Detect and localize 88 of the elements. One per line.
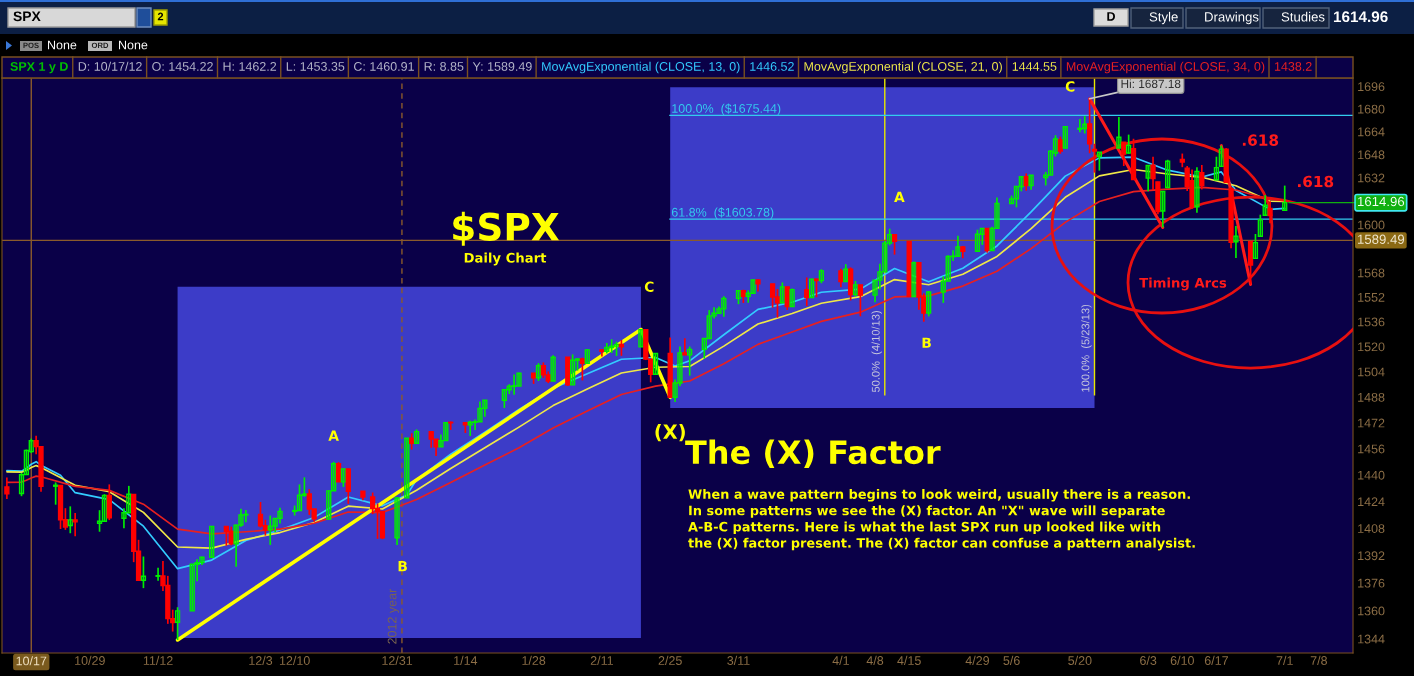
text: $SPX (453, 211, 559, 246)
x-tick-label: 7/8 (1310, 655, 1327, 665)
x-tick-label: 5/20 (1068, 655, 1092, 665)
annotation: .618 (1297, 175, 1334, 188)
annotation: Hi: 1687.18 (1121, 79, 1181, 89)
y-tick-label: 1392 (1358, 551, 1385, 561)
y-tick-label: 1472 (1358, 418, 1385, 428)
text: C: 1460.91 (354, 62, 414, 71)
text: Style (1149, 11, 1178, 25)
y-tick-label: 1344 (1358, 634, 1385, 644)
x-tick-label: 10/29 (75, 655, 105, 665)
text: SPX (13, 11, 41, 22)
x-tick-label: 4/15 (897, 655, 921, 665)
text: Daily Chart (464, 252, 547, 266)
x-tick-label: 6/10 (1170, 655, 1194, 665)
y-tick-label: 1424 (1358, 497, 1385, 507)
x-tick-label: 2/11 (590, 655, 613, 665)
x-tick-label: 3/11 (727, 655, 750, 665)
annotation: .618 (1242, 134, 1279, 146)
x-tick-label: 1/28 (522, 655, 546, 665)
text: 1446.52 (750, 62, 794, 71)
annotation: The (X) Factor (685, 439, 941, 469)
text: L: 1453.35 (286, 62, 345, 71)
text: D (1107, 12, 1115, 21)
annotation: When a wave pattern begins to look weird, usually there is a reason. In some patterns we see the (X) factor. An "X" wave will separate A-B-C patterns. Here is what the last SPX run up looked like with the (X) factor present. The (X) factor can confuse a pattern analysist. (688, 489, 1195, 551)
annotation: C (1065, 81, 1075, 92)
y-tick-label: 1632 (1358, 173, 1385, 183)
x-tick-label: 1/14 (454, 655, 478, 665)
text: 2 (157, 12, 164, 21)
y-tick-label: 1648 (1358, 150, 1385, 160)
y-tick-label: 1504 (1358, 367, 1385, 377)
ref-line-label: 10/17 (16, 656, 47, 666)
y-tick-label: 1552 (1358, 292, 1385, 302)
text: D: 10/17/12 (78, 61, 142, 71)
y-tick-label: 1488 (1358, 392, 1385, 402)
text: None (48, 40, 77, 50)
x-tick-label: 2/25 (658, 655, 682, 665)
y-tick-label: 1536 (1358, 317, 1385, 327)
x-tick-label: 5/6 (1003, 655, 1020, 665)
y-tick-label: 1376 (1358, 578, 1385, 588)
y-tick-label: 1600 (1358, 220, 1385, 230)
text: SPX 1 y D (10, 62, 68, 74)
y-tick-label: 1568 (1358, 268, 1385, 278)
annotation: A (894, 191, 905, 202)
annotation: B (922, 337, 931, 348)
x-tick-label: 11/12 (143, 655, 173, 665)
text: MovAvgExponential (CLOSE, 13, 0) (542, 61, 740, 74)
text: 1438.2 (1274, 62, 1312, 71)
text: Y: 1589.49 (472, 62, 532, 71)
x-tick-label: 6/3 (1140, 655, 1157, 665)
text: 1444.55 (1012, 62, 1057, 71)
x-tick-label: 12/31 (382, 655, 413, 665)
y-tick-label: 1520 (1358, 342, 1385, 352)
annotation: Timing Arcs (1139, 277, 1227, 291)
x-tick-label: 6/17 (1204, 655, 1228, 665)
ref-line-label: 2012 year (387, 588, 400, 644)
x-tick-label: 12/10 (279, 655, 310, 665)
x-tick-label: 12/3 (249, 655, 273, 665)
annotation: 1614.96 (1358, 196, 1405, 207)
x-tick-label: 4/1 (832, 655, 849, 665)
annotation: (X) (655, 423, 685, 442)
ref-line-label: 50.0% (4/10/13) (871, 311, 882, 393)
ref-line-label: 61.8% ($1603.78) (671, 207, 774, 220)
annotation: A (328, 430, 339, 441)
text: 1614.96 (1333, 11, 1388, 23)
y-tick-label: 1680 (1358, 104, 1385, 114)
text: Drawings (1205, 11, 1259, 25)
text: O: 1454.22 (152, 62, 213, 71)
y-tick-label: 1696 (1358, 82, 1385, 92)
text: MovAvgExponential (CLOSE, 34, 0) (1066, 61, 1265, 74)
x-tick-label: 7/1 (1276, 655, 1293, 665)
text: R: 8.85 (424, 62, 464, 71)
y-tick-label: 1456 (1358, 444, 1385, 454)
y-tick-label: 1360 (1358, 606, 1385, 616)
y-tick-label: 1440 (1358, 470, 1385, 480)
text: MovAvgExponential (CLOSE, 21, 0) (804, 61, 1002, 74)
x-tick-label: 4/8 (866, 655, 884, 665)
text: H: 1462.2 (223, 62, 277, 71)
text: Studies (1281, 11, 1325, 22)
annotation: B (398, 561, 407, 572)
ref-line-label: 100.0% (5/23/13) (1081, 304, 1092, 392)
text: None (119, 40, 148, 50)
x-tick-label: 4/29 (965, 655, 990, 665)
annotation: C (644, 281, 654, 292)
ref-line-label: 100.0% ($1675.44) (672, 103, 781, 116)
ref-line-label: 1589.49 (1358, 234, 1405, 244)
y-tick-label: 1408 (1358, 524, 1385, 533)
y-tick-label: 1664 (1358, 127, 1385, 137)
